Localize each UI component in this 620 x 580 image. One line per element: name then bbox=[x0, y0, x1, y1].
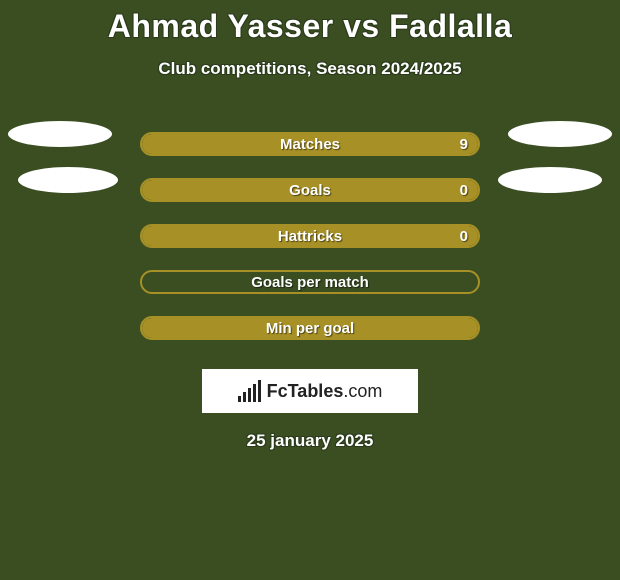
logo-bar-segment bbox=[258, 380, 261, 402]
stat-bar-label: Hattricks bbox=[142, 226, 478, 246]
stat-row: Min per goal bbox=[0, 305, 620, 351]
stat-bar: Goals0 bbox=[140, 178, 480, 202]
subtitle: Club competitions, Season 2024/2025 bbox=[0, 59, 620, 79]
stat-row: Goals per match bbox=[0, 259, 620, 305]
bars-container: Matches9Goals0Hattricks0Goals per matchM… bbox=[0, 121, 620, 351]
logo-text-tail: .com bbox=[343, 381, 382, 401]
stat-bar-label: Goals bbox=[142, 180, 478, 200]
stat-bar-value: 0 bbox=[460, 180, 468, 200]
stat-row: Goals0 bbox=[0, 167, 620, 213]
stat-bar-label: Matches bbox=[142, 134, 478, 154]
comparison-card: Ahmad Yasser vs Fadlalla Club competitio… bbox=[0, 0, 620, 580]
stat-bar-label: Min per goal bbox=[142, 318, 478, 338]
logo-bar-segment bbox=[248, 388, 251, 402]
stat-row: Hattricks0 bbox=[0, 213, 620, 259]
logo-bars-icon bbox=[238, 380, 261, 402]
chart-area: Matches9Goals0Hattricks0Goals per matchM… bbox=[0, 121, 620, 351]
stat-bar-value: 0 bbox=[460, 226, 468, 246]
date-label: 25 january 2025 bbox=[0, 431, 620, 451]
stat-bar-label: Goals per match bbox=[142, 272, 478, 292]
logo-text: FcTables.com bbox=[267, 381, 383, 402]
logo-bar-segment bbox=[243, 392, 246, 402]
stat-row: Matches9 bbox=[0, 121, 620, 167]
logo-text-main: FcTables bbox=[267, 381, 344, 401]
stat-bar: Goals per match bbox=[140, 270, 480, 294]
stat-bar: Hattricks0 bbox=[140, 224, 480, 248]
logo-bar-segment bbox=[238, 396, 241, 402]
stat-bar-value: 9 bbox=[460, 134, 468, 154]
stat-bar: Matches9 bbox=[140, 132, 480, 156]
logo-bar-segment bbox=[253, 384, 256, 402]
stat-bar: Min per goal bbox=[140, 316, 480, 340]
logo-box: FcTables.com bbox=[202, 369, 418, 413]
page-title: Ahmad Yasser vs Fadlalla bbox=[0, 0, 620, 45]
